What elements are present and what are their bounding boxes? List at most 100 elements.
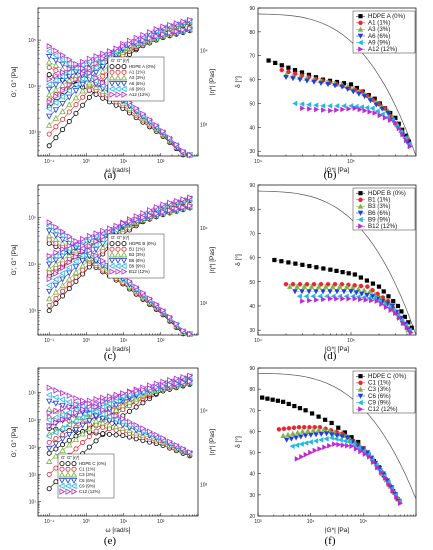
x-tick-label: 10⁵ <box>347 338 355 344</box>
data-point-storage <box>120 407 126 413</box>
y-tick-label: 50 <box>249 451 255 457</box>
data-point-loss <box>153 210 160 217</box>
data-point <box>367 109 373 115</box>
legend-marker <box>114 74 122 81</box>
series-line-loss <box>49 384 190 454</box>
legend-header: G'' <box>67 455 72 460</box>
data-point <box>358 283 364 289</box>
data-point-viscosity <box>180 327 187 334</box>
data-point-storage <box>45 282 52 289</box>
data-point <box>260 395 265 400</box>
data-point <box>356 439 361 445</box>
data-point-loss <box>59 411 66 419</box>
data-point-viscosity <box>147 295 153 302</box>
data-point <box>400 131 406 138</box>
data-point-storage <box>92 69 100 76</box>
data-point <box>361 287 367 293</box>
legend-marker <box>357 216 363 223</box>
series-line-storage <box>48 21 190 126</box>
data-point-storage <box>73 102 79 108</box>
legend-marker <box>358 14 363 19</box>
data-point-viscosity <box>45 48 52 55</box>
data-point-storage <box>99 68 106 75</box>
data-point-storage <box>46 308 52 314</box>
data-point-storage <box>53 479 59 485</box>
legend-header: G'' <box>117 58 122 63</box>
legend-marker <box>120 80 128 87</box>
y2-axis-label: |η*| [Pas] <box>209 429 216 455</box>
data-point-storage <box>92 241 99 249</box>
data-point-loss <box>60 405 66 412</box>
legend-label: B1 (1%) <box>129 247 145 252</box>
data-point-storage <box>59 282 66 289</box>
data-point-viscosity <box>60 389 66 397</box>
series-line-loss <box>49 28 190 80</box>
data-point-loss <box>180 379 187 386</box>
data-point-storage <box>59 276 66 283</box>
data-point <box>342 430 348 435</box>
data-point <box>306 72 312 77</box>
x-tick-label: 10² <box>157 338 165 344</box>
data-point <box>299 70 305 75</box>
y-axis-label: G', G'' [Pa] <box>11 66 18 97</box>
data-point <box>346 295 352 302</box>
data-point <box>369 297 375 304</box>
data-point-viscosity <box>52 236 60 242</box>
series-line-viscosity <box>49 400 190 454</box>
data-point-storage <box>93 438 99 444</box>
data-point <box>375 464 381 471</box>
data-point-storage <box>180 196 187 203</box>
legend-marker <box>65 466 71 472</box>
data-point-storage <box>46 295 53 302</box>
data-point-loss <box>120 220 127 227</box>
data-point-viscosity <box>45 223 52 230</box>
data-point <box>327 442 333 449</box>
data-point <box>344 86 351 92</box>
data-point-storage <box>73 278 79 284</box>
data-point-viscosity <box>93 403 100 410</box>
data-point-viscosity <box>106 421 113 428</box>
data-point <box>297 281 303 287</box>
legend-marker <box>357 393 364 399</box>
data-point-viscosity <box>180 445 187 452</box>
data-point-storage <box>100 233 107 240</box>
data-point-loss <box>187 378 194 385</box>
legend-box <box>352 10 416 54</box>
series-line-viscosity <box>49 394 190 454</box>
data-point-viscosity <box>120 432 126 438</box>
data-point-storage <box>52 276 59 283</box>
legend-marker <box>70 471 78 478</box>
data-point-storage <box>46 131 52 137</box>
data-point <box>404 137 410 144</box>
data-point-storage <box>99 59 106 66</box>
data-point-loss <box>60 69 66 76</box>
data-point-loss <box>173 380 180 387</box>
legend-label: B1 (1%) <box>368 197 390 204</box>
data-point-viscosity <box>52 400 60 407</box>
data-point <box>334 268 339 273</box>
data-point-viscosity <box>113 432 119 438</box>
panel-label: (c) <box>104 350 117 362</box>
data-point <box>339 434 346 440</box>
x-tick-label: 10² <box>157 159 165 165</box>
legend-marker <box>115 91 122 98</box>
series-line-viscosity <box>49 74 190 156</box>
series-line-viscosity <box>49 428 190 457</box>
data-point <box>300 262 305 267</box>
legend-marker <box>358 380 363 386</box>
data-point-loss <box>160 208 167 216</box>
data-point-viscosity <box>52 394 59 401</box>
series-line-loss <box>49 207 190 269</box>
data-point-storage <box>160 201 167 208</box>
x-tick-label: 10⁰ <box>83 519 91 525</box>
legend-header: |η*| <box>73 455 79 460</box>
y-tick-label: 10³ <box>29 309 37 315</box>
panel-label: (b) <box>324 169 337 181</box>
legend-marker <box>109 268 116 275</box>
data-point <box>367 454 373 460</box>
data-point <box>307 106 313 112</box>
y2-tick-label: 10³ <box>200 301 208 307</box>
data-point-storage <box>59 425 66 432</box>
series-line-loss <box>49 28 190 85</box>
data-point-viscosity <box>167 134 174 142</box>
